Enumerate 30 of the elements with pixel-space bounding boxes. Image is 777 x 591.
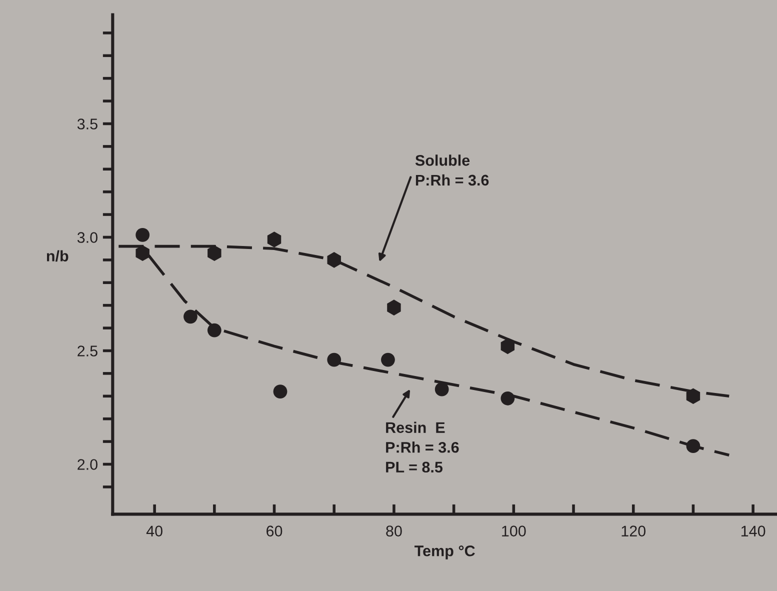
x-tick-label: 100 xyxy=(502,526,526,537)
point xyxy=(500,338,515,354)
y-tick-label: 2.5 xyxy=(78,346,98,356)
x-tick-label: 140 xyxy=(741,526,766,537)
y-tick-label: 3.0 xyxy=(77,232,98,243)
y-tick-label: 3.5 xyxy=(77,118,98,130)
point xyxy=(184,310,198,324)
point xyxy=(327,252,341,268)
point xyxy=(136,245,150,262)
x-tick-label: 40 xyxy=(146,526,162,537)
point xyxy=(387,300,401,316)
point xyxy=(207,323,222,338)
y-axis-title: n/b xyxy=(46,250,68,262)
point xyxy=(381,352,395,367)
point xyxy=(686,388,700,404)
x-tick-label: 80 xyxy=(386,526,402,537)
point xyxy=(267,232,282,248)
point xyxy=(434,382,449,396)
annotation: Resin E P:Rh = 3.6 PL = 8.5 xyxy=(386,422,459,473)
annotation: Soluble P:Rh = 3.6 xyxy=(415,154,489,186)
point xyxy=(208,245,222,262)
y-tick-label: 2.0 xyxy=(78,459,98,470)
x-axis-title: Temp °C xyxy=(414,545,475,560)
point xyxy=(273,384,288,399)
point xyxy=(136,228,150,242)
point xyxy=(500,391,515,406)
x-tick-label: 120 xyxy=(622,526,646,537)
point xyxy=(686,439,700,454)
x-tick-label: 60 xyxy=(266,526,282,537)
point xyxy=(327,352,342,367)
